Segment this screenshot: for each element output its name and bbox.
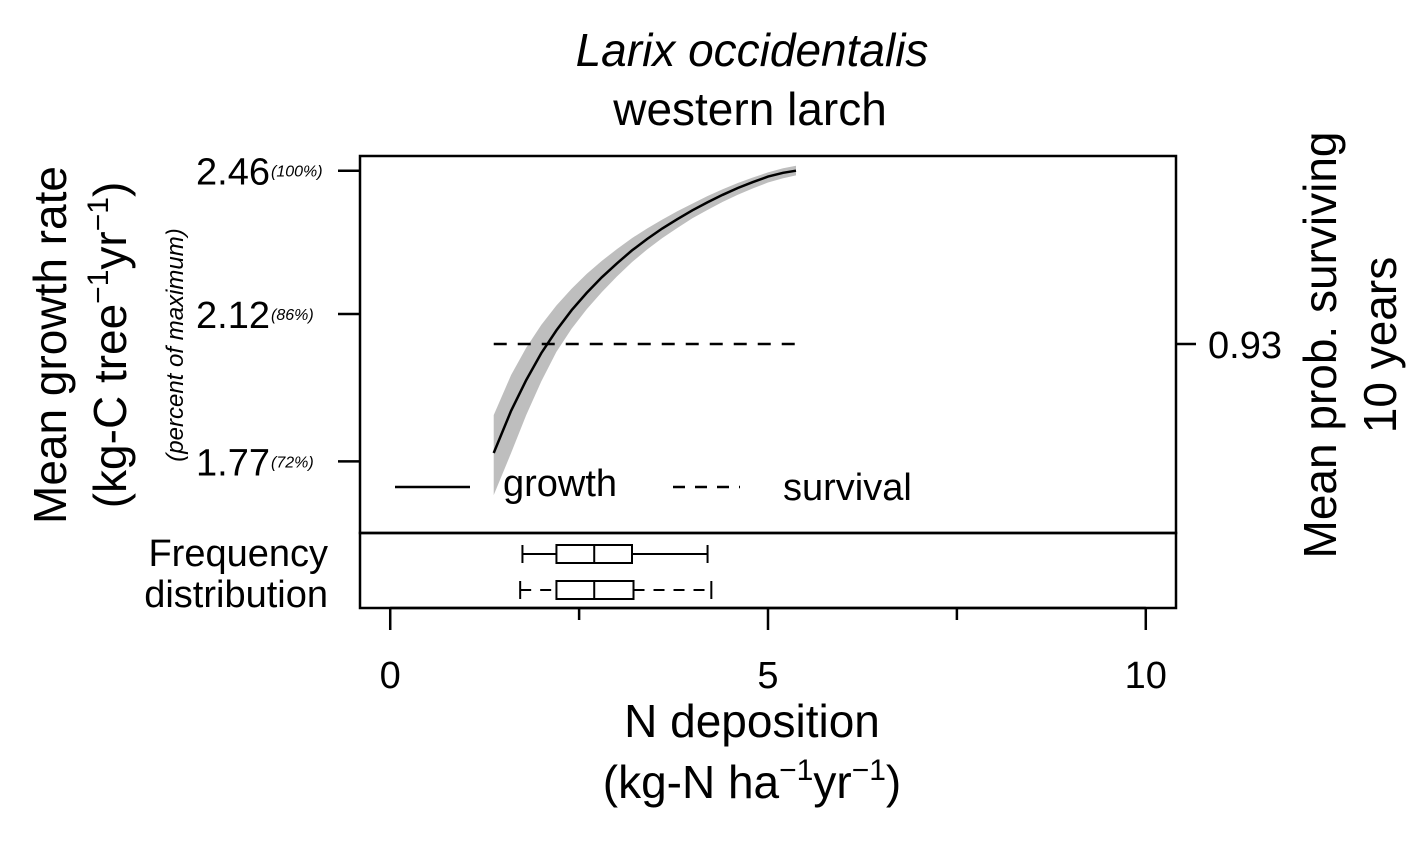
- boxplot-label-line1: Frequency: [148, 533, 328, 575]
- y-unit-end: ): [84, 182, 136, 197]
- legend: growth survival: [395, 463, 912, 509]
- y2-tick-label: 0.93: [1208, 325, 1282, 367]
- x-axis: 0 5 10: [380, 606, 1167, 697]
- legend-growth-label: growth: [503, 463, 617, 505]
- growth-line: [492, 169, 797, 454]
- y2-axis-title-line2: 10 years: [1354, 257, 1406, 433]
- growth-ci-band: [493, 165, 796, 496]
- box-layer: [519, 544, 713, 600]
- y-unit-sup2: −1: [82, 197, 115, 231]
- y-unit-sup1: −1: [82, 270, 115, 304]
- chart-title: Larix occidentalis: [576, 24, 929, 76]
- x-unit-base: (kg-N ha: [603, 756, 780, 808]
- y-tick-percent-label: (72%): [271, 454, 314, 471]
- y2-axis: 0.93: [1176, 325, 1282, 367]
- x-unit-mid: yr: [813, 756, 851, 808]
- plot-layer: [492, 165, 797, 496]
- y-tick-percent-label: (86%): [271, 307, 314, 324]
- y-axis: 2.46 (100%) 2.12 (86%) 1.77 (72%): [196, 152, 360, 484]
- y2-axis-title-line1: Mean prob. surviving: [1294, 132, 1346, 559]
- x-tick-label: 10: [1125, 655, 1167, 697]
- y-axis-title: Mean growth rate: [24, 166, 76, 524]
- y-tick-label: 1.77: [196, 442, 270, 484]
- chart-subtitle: western larch: [612, 83, 887, 135]
- boxplot-frame: [358, 531, 1178, 610]
- x-tick-label: 5: [757, 655, 778, 697]
- y-axis-unit: (kg-C tree−1yr−1): [82, 182, 136, 509]
- x-axis-unit: (kg-N ha−1yr−1): [603, 754, 901, 808]
- x-unit-end: ): [886, 756, 901, 808]
- y-axis-percent-title: (percent of maximum): [162, 228, 189, 461]
- x-axis-title: N deposition: [624, 695, 880, 747]
- legend-survival-label: survival: [783, 467, 912, 509]
- boxplot-label-line2: distribution: [144, 574, 328, 616]
- y-tick-label: 2.12: [196, 295, 270, 337]
- y-unit-mid: yr: [84, 231, 136, 269]
- y-unit-base: (kg-C tree: [84, 304, 136, 508]
- y-tick-label: 2.46: [196, 152, 270, 194]
- y-tick-percent-label: (100%): [271, 164, 323, 181]
- x-unit-sup2: −1: [852, 754, 886, 787]
- x-unit-sup1: −1: [779, 754, 813, 787]
- x-tick-label: 0: [380, 655, 401, 697]
